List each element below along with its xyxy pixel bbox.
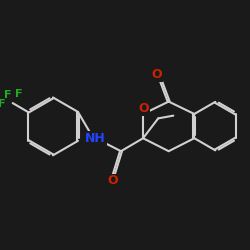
- Text: F: F: [4, 90, 12, 100]
- Text: NH: NH: [85, 132, 106, 145]
- Text: F: F: [15, 89, 22, 99]
- Text: O: O: [138, 102, 149, 115]
- Text: O: O: [152, 68, 162, 81]
- Text: O: O: [108, 174, 118, 187]
- Text: F: F: [0, 100, 6, 110]
